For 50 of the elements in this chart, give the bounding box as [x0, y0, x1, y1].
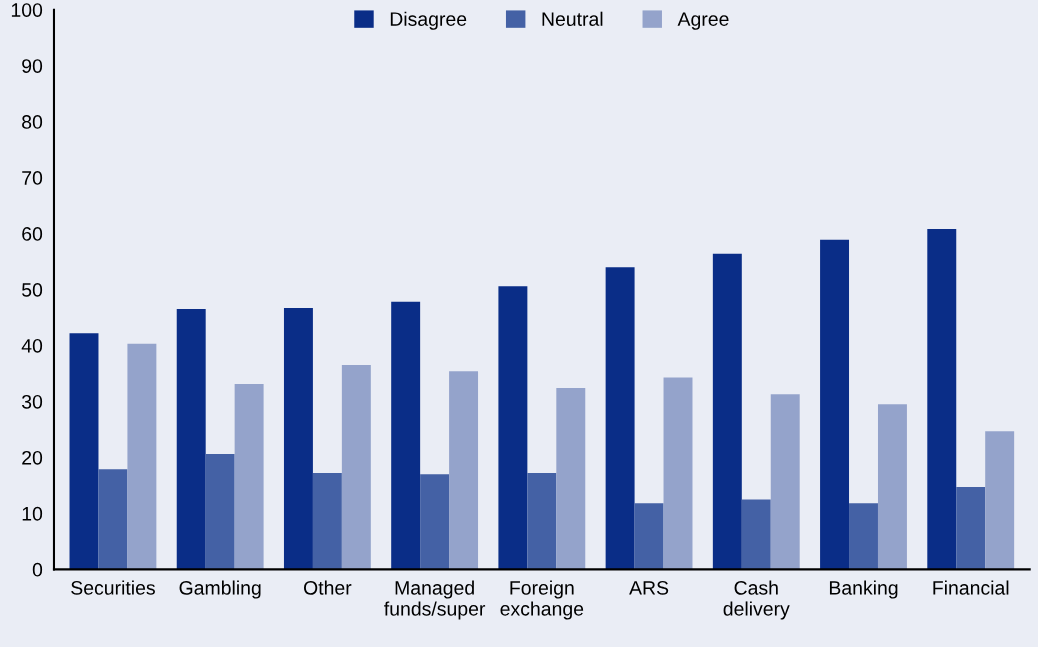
- y-tick-label: 100: [11, 3, 43, 17]
- bar: [449, 371, 479, 570]
- x-tick-label: Banking: [829, 580, 898, 599]
- bar: [849, 503, 878, 570]
- y-tick-label: 20: [22, 450, 43, 465]
- bar: [341, 365, 371, 570]
- y-tick-label: 60: [22, 227, 43, 241]
- legend-label: Neutral: [542, 11, 603, 26]
- x-tick-label: Securities: [71, 580, 155, 595]
- y-tick-label: 10: [22, 506, 43, 521]
- y-tick-label: 50: [22, 283, 43, 297]
- x-tick-label: ARS: [629, 580, 669, 595]
- x-tick-label: Cash delivery: [723, 580, 790, 620]
- bar: [820, 239, 850, 570]
- bar: [927, 229, 957, 570]
- bar: [770, 394, 800, 570]
- bar: [741, 499, 771, 570]
- bar: [234, 384, 264, 570]
- bar: [634, 503, 664, 570]
- x-tick-label: Foreign exchange: [500, 580, 584, 620]
- bar: [420, 474, 450, 570]
- legend-label: Disagree: [390, 11, 467, 30]
- bar: [663, 377, 693, 570]
- bar: [176, 309, 206, 570]
- y-tick-label: 90: [22, 59, 43, 73]
- x-tick-label: Other: [304, 580, 352, 595]
- bar: [712, 253, 742, 570]
- legend-label: Agree: [677, 12, 729, 30]
- x-tick-label: Financial: [933, 580, 1009, 595]
- bar: [556, 388, 586, 570]
- bar: [312, 473, 342, 570]
- bar: [877, 404, 907, 570]
- bar: [391, 301, 421, 570]
- bar: [527, 473, 557, 570]
- x-tick-label: Gambling: [179, 580, 261, 599]
- bar: [205, 454, 235, 570]
- bar: [283, 308, 313, 570]
- bar: [69, 333, 99, 570]
- bar: [956, 487, 986, 570]
- bar: [498, 286, 528, 570]
- bar: [127, 343, 157, 570]
- x-tick-label: Managed funds/super: [384, 580, 486, 620]
- y-tick-label: 70: [22, 171, 43, 185]
- y-tick-label: 0: [32, 562, 43, 577]
- y-tick-label: 30: [21, 394, 43, 409]
- bar: [985, 431, 1015, 570]
- bar: [98, 469, 128, 570]
- bar: [605, 267, 635, 570]
- y-tick-label: 40: [21, 338, 43, 353]
- y-tick-label: 80: [22, 115, 43, 129]
